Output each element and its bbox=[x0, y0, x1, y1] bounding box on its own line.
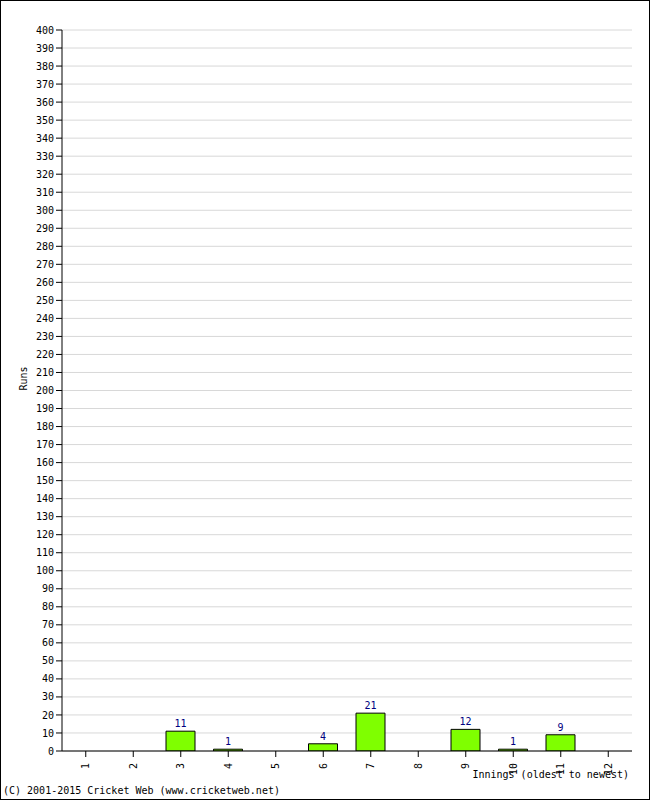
svg-text:2: 2 bbox=[128, 763, 139, 769]
svg-text:290: 290 bbox=[36, 223, 54, 234]
svg-text:1: 1 bbox=[225, 736, 231, 747]
svg-text:60: 60 bbox=[42, 637, 54, 648]
svg-text:1: 1 bbox=[510, 736, 516, 747]
svg-text:110: 110 bbox=[36, 547, 54, 558]
svg-text:300: 300 bbox=[36, 205, 54, 216]
svg-text:270: 270 bbox=[36, 259, 54, 270]
svg-text:21: 21 bbox=[364, 700, 376, 711]
svg-text:12: 12 bbox=[459, 716, 471, 727]
svg-text:100: 100 bbox=[36, 565, 54, 576]
svg-text:4: 4 bbox=[320, 731, 326, 742]
svg-text:400: 400 bbox=[36, 25, 54, 36]
svg-text:230: 230 bbox=[36, 331, 54, 342]
svg-text:5: 5 bbox=[270, 763, 281, 769]
svg-text:40: 40 bbox=[42, 673, 54, 684]
svg-text:8: 8 bbox=[413, 763, 424, 769]
svg-text:6: 6 bbox=[318, 763, 329, 769]
svg-text:Runs: Runs bbox=[18, 366, 29, 390]
svg-text:310: 310 bbox=[36, 187, 54, 198]
svg-text:260: 260 bbox=[36, 277, 54, 288]
svg-text:4: 4 bbox=[223, 763, 234, 769]
svg-text:120: 120 bbox=[36, 529, 54, 540]
svg-text:220: 220 bbox=[36, 349, 54, 360]
svg-text:160: 160 bbox=[36, 457, 54, 468]
svg-text:240: 240 bbox=[36, 313, 54, 324]
svg-text:320: 320 bbox=[36, 169, 54, 180]
svg-text:30: 30 bbox=[42, 691, 54, 702]
svg-text:370: 370 bbox=[36, 79, 54, 90]
svg-text:200: 200 bbox=[36, 385, 54, 396]
svg-text:210: 210 bbox=[36, 367, 54, 378]
svg-text:280: 280 bbox=[36, 241, 54, 252]
svg-text:0: 0 bbox=[48, 746, 54, 757]
svg-text:350: 350 bbox=[36, 115, 54, 126]
svg-text:7: 7 bbox=[365, 763, 376, 769]
svg-text:330: 330 bbox=[36, 151, 54, 162]
svg-text:390: 390 bbox=[36, 43, 54, 54]
svg-text:130: 130 bbox=[36, 511, 54, 522]
svg-text:340: 340 bbox=[36, 133, 54, 144]
svg-text:170: 170 bbox=[36, 439, 54, 450]
svg-text:70: 70 bbox=[42, 619, 54, 630]
svg-text:140: 140 bbox=[36, 493, 54, 504]
svg-text:150: 150 bbox=[36, 475, 54, 486]
svg-text:80: 80 bbox=[42, 601, 54, 612]
svg-text:50: 50 bbox=[42, 655, 54, 666]
svg-text:Innings (oldest to newest): Innings (oldest to newest) bbox=[472, 769, 629, 780]
svg-text:360: 360 bbox=[36, 97, 54, 108]
svg-text:1: 1 bbox=[80, 763, 91, 769]
svg-text:380: 380 bbox=[36, 61, 54, 72]
svg-text:3: 3 bbox=[175, 763, 186, 769]
svg-text:9: 9 bbox=[460, 763, 471, 769]
svg-text:11: 11 bbox=[174, 718, 186, 729]
svg-text:250: 250 bbox=[36, 295, 54, 306]
svg-text:190: 190 bbox=[36, 403, 54, 414]
svg-text:180: 180 bbox=[36, 421, 54, 432]
svg-text:9: 9 bbox=[557, 722, 563, 733]
svg-text:20: 20 bbox=[42, 710, 54, 721]
svg-text:10: 10 bbox=[42, 728, 54, 739]
html-text:(C) 2001-2015 Cricket Web (www: (C) 2001-2015 Cricket Web (www.cricketwe… bbox=[3, 785, 280, 796]
svg-text:90: 90 bbox=[42, 583, 54, 594]
